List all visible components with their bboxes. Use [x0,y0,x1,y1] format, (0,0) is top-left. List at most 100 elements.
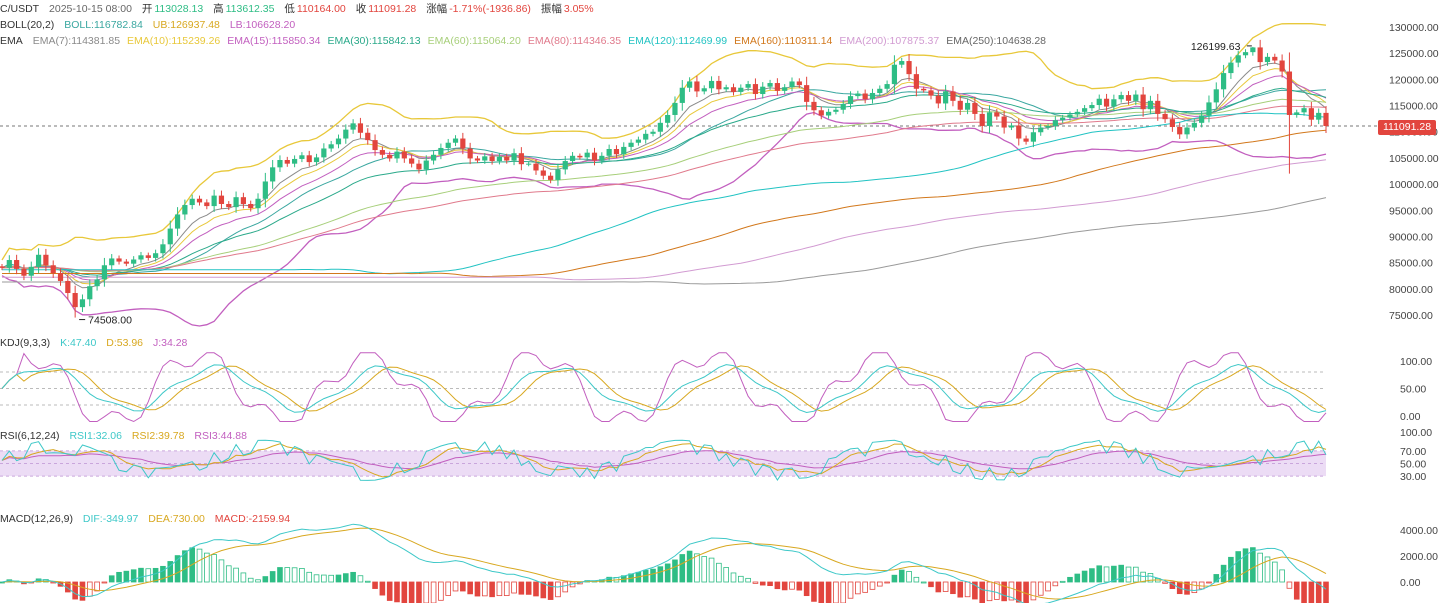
candle-body [182,205,188,215]
macd-histogram-bar [481,581,488,597]
macd-histogram-bar [723,567,729,583]
candle-body [518,153,524,165]
macd-histogram-bar [1140,571,1146,583]
macd-histogram-bar [1162,581,1168,584]
candle-body [884,84,890,89]
candle-body [379,150,385,155]
ema-line [1,75,1327,281]
candle-body [196,198,203,203]
candle-body [1257,47,1263,63]
candle-body [1228,62,1234,74]
candle-body [782,87,788,91]
macd-histogram-bar [1147,573,1154,583]
macd-histogram-bar [277,567,283,583]
candle-body [1155,100,1161,114]
candle-body [738,87,744,92]
candle-body [467,148,473,159]
macd-histogram-bar [972,581,978,600]
candle-body [964,102,971,110]
candle-body [577,155,583,158]
candle-body [438,147,444,155]
candle-body [701,88,707,92]
candle-body [665,114,671,123]
price-tick-label: 115000.00 [1389,101,1438,113]
macd-histogram-bar [950,581,956,595]
candle-body [101,265,108,280]
macd-histogram-bar [511,581,517,594]
macd-histogram-bar [328,574,334,583]
macd-histogram-bar [452,581,459,592]
low-label: 低 [284,3,295,15]
candle-body [943,91,949,104]
max-price-label: 126199.63 [1191,41,1241,53]
macd-histogram-bar [1118,564,1124,583]
price-tick-label: 120000.00 [1389,74,1439,86]
candle-body [906,61,912,75]
macd-histogram-bar [562,581,569,593]
candle-body [482,156,488,161]
current-price-tag: 111091.28 [1378,120,1436,135]
candle-body [109,258,115,266]
macd-histogram-bar [920,581,927,584]
macd-histogram-bar [335,574,342,583]
candle-body [913,74,919,89]
macd-tick-label: 4000.00 [1400,525,1438,537]
macd-histogram-bar [1074,573,1081,583]
candle-body [365,132,371,141]
candle-body [950,91,956,101]
candle-body [657,122,663,132]
candle-body [1147,100,1154,110]
macd-histogram-bar [174,555,181,583]
candle-body [1082,108,1088,112]
candle-body [0,266,5,268]
candle-body [1045,125,1051,128]
candle-body [899,61,905,65]
macd-histogram-bar [716,562,722,583]
candle-body [357,123,364,133]
candle-body [1089,105,1095,109]
macd-histogram-bar [474,581,481,597]
kdj-k: K:47.40 [60,337,97,349]
macd-dea-line [1,527,1327,600]
close-label: 收 [355,3,367,15]
macd-histogram-bar [138,567,144,583]
candle-body [28,266,34,276]
macd-histogram-bar [1030,581,1037,601]
candle-body [1133,94,1139,101]
macd-histogram-bar [876,581,883,587]
macd-histogram-bar [738,575,744,583]
macd-histogram-bar [306,571,313,583]
macd-histogram-bar [664,563,671,583]
macd-histogram-bar [1015,581,1022,603]
candle-body [394,151,400,159]
macd-dea: DEA:730.00 [148,513,205,525]
kdj-k-line [1,363,1327,414]
macd-histogram-bar [525,581,532,595]
low-value: 110164.00 [296,3,346,15]
macd-histogram-bar [108,575,115,583]
macd-histogram-bar [767,581,773,586]
macd-histogram-bar [979,581,985,603]
macd-histogram-bar [606,576,612,583]
macd-histogram-bar [1250,547,1256,583]
macd-histogram-bar [423,581,430,603]
candle-body [891,64,898,85]
macd-histogram-bar [1293,581,1300,600]
candle-body [767,83,773,87]
candle-body [21,268,27,276]
rsi-tick-label: 30.00 [1400,471,1426,483]
candle-body [613,149,620,155]
candle-body [226,203,232,208]
high-value: 113612.35 [225,3,275,15]
macd-dif-line [1,523,1327,603]
macd-histogram-bar [540,581,547,599]
macd-value: MACD:-2159.94 [214,513,291,525]
rsi-legend: RSI(6,12,24) RSI1:32.06 RSI2:39.78 RSI3:… [0,430,254,443]
rsi-3: RSI3:44.88 [194,430,247,442]
candle-body [1008,125,1015,128]
candle-body [972,102,978,114]
candle-body [1184,127,1190,135]
candle-body [635,139,641,143]
candle-body [423,160,429,170]
